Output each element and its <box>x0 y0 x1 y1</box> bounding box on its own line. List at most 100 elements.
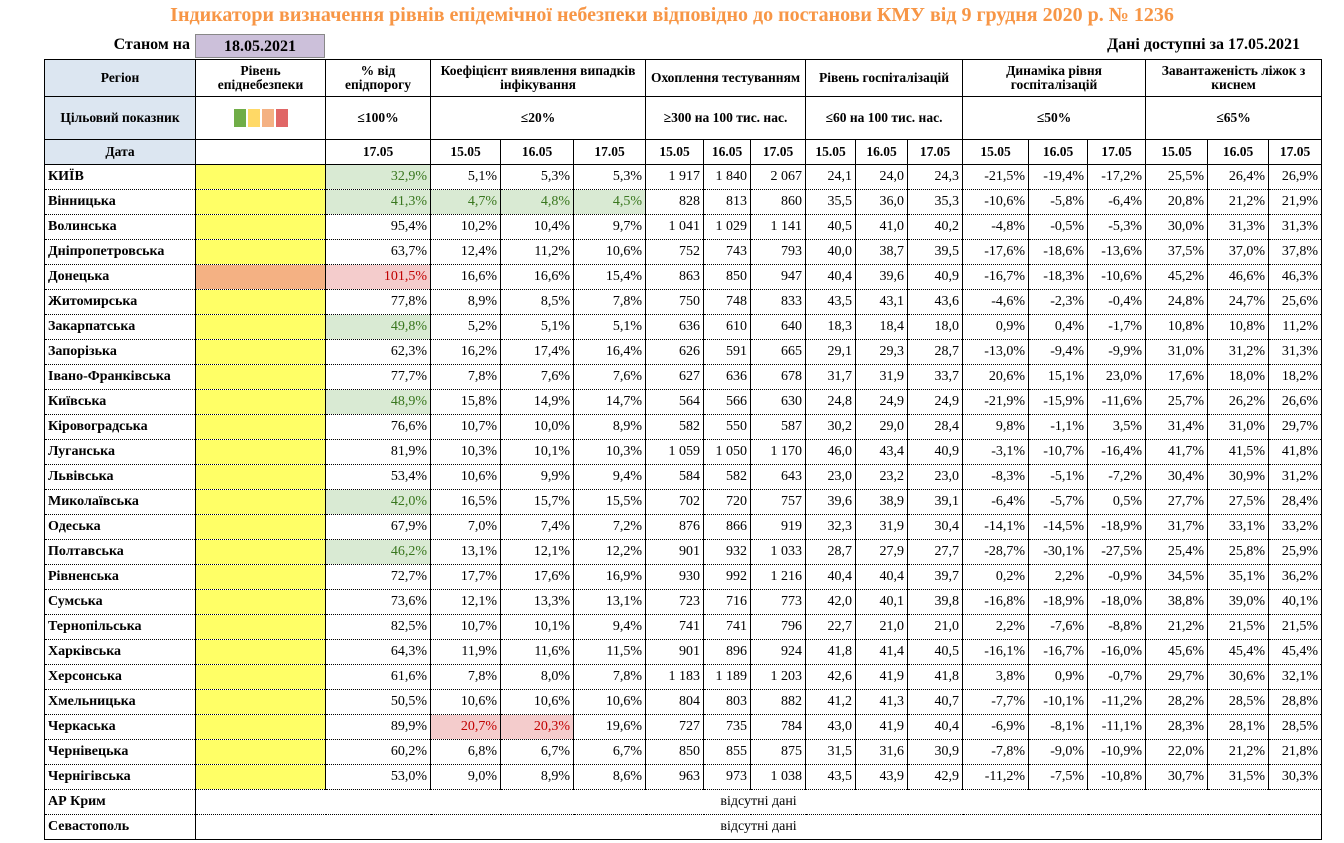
value: -5,7% <box>1028 489 1089 515</box>
value: 11,6% <box>500 639 574 665</box>
table-row: КИЇВ 32,9% 5,1% 5,3% 5,3% 1 917 1 840 2 067 24,1… <box>44 164 1323 190</box>
value: 28,7 <box>907 339 964 365</box>
value: -0,5% <box>1028 214 1089 240</box>
value: 10,8% <box>1145 314 1209 340</box>
value: 29,1 <box>805 339 857 365</box>
value: 11,5% <box>572 639 647 665</box>
value: 31,7% <box>1145 514 1209 540</box>
value: 42,0% <box>325 489 431 515</box>
table-row: Вінницька 41,3% 4,7% 4,8% 4,5% 828 813 860 35,5 3… <box>44 189 1323 215</box>
value: 850 <box>645 739 705 765</box>
value: 757 <box>750 489 807 515</box>
value: 7,6% <box>500 364 574 390</box>
level <box>195 339 326 365</box>
value: 1 059 <box>645 439 705 465</box>
value: 564 <box>645 389 705 415</box>
value: -28,7% <box>962 539 1030 565</box>
value: 17,6% <box>1145 364 1209 390</box>
value: 62,3% <box>325 339 431 365</box>
value: 45,2% <box>1145 264 1209 290</box>
value: 11,9% <box>430 639 501 665</box>
value: 947 <box>750 264 807 290</box>
value: -15,9% <box>1028 389 1089 415</box>
value: 31,5 <box>805 739 857 765</box>
value: 2,2% <box>962 614 1030 640</box>
value: 31,2% <box>1207 339 1270 365</box>
value: 665 <box>750 339 807 365</box>
indicator-table: Регіон Рівень епіднебезпеки% від епідпоро… <box>44 59 1323 840</box>
level-legend <box>195 96 326 140</box>
value: 41,3 <box>855 689 909 715</box>
value: 901 <box>645 539 705 565</box>
value: 973 <box>703 764 752 790</box>
value: 896 <box>703 639 752 665</box>
value: 40,5 <box>907 639 964 665</box>
value: 6,8% <box>430 739 501 765</box>
value: 930 <box>645 564 705 590</box>
value: 10,0% <box>500 414 574 440</box>
value: 41,8 <box>907 664 964 690</box>
value: 41,5% <box>1207 439 1270 465</box>
value: -6,4% <box>1087 189 1147 215</box>
value: -10,8% <box>1087 764 1147 790</box>
table-row: Тернопільська 82,5% 10,7% 10,1% 9,4% 741 741 79… <box>44 614 1323 640</box>
value: 16,6% <box>500 264 574 290</box>
value: 10,3% <box>572 439 647 465</box>
value: 23,0% <box>1087 364 1147 390</box>
value: 25,5% <box>1145 164 1209 190</box>
value: 39,5 <box>907 239 964 265</box>
table-row: Херсонська 61,6% 7,8% 8,0% 7,8% 1 183 1 189 1 2… <box>44 664 1323 690</box>
table-row: Регіон Рівень епіднебезпеки% від епідпоро… <box>44 59 1323 97</box>
value: 49,8% <box>325 314 431 340</box>
date: 16.05 <box>855 139 909 165</box>
region: Миколаївська <box>44 489 196 515</box>
table-row: Черкаська 89,9% 20,7% 20,3% 19,6% 727 735 784 43… <box>44 714 1323 740</box>
value: 20,3% <box>500 714 574 740</box>
value: 41,2 <box>805 689 857 715</box>
value: -0,7% <box>1087 664 1147 690</box>
value: -6,4% <box>962 489 1030 515</box>
value: 40,5 <box>805 214 857 240</box>
level-swatch <box>247 109 260 127</box>
value: 40,4 <box>907 714 964 740</box>
value: 31,5% <box>1207 764 1270 790</box>
value: 27,7% <box>1145 489 1209 515</box>
value: -17,2% <box>1087 164 1147 190</box>
value: 10,2% <box>430 214 501 240</box>
value: 18,0 <box>907 314 964 340</box>
value: 10,8% <box>1207 314 1270 340</box>
value: 1 038 <box>750 764 807 790</box>
value: 19,6% <box>572 714 647 740</box>
value: 24,3 <box>907 164 964 190</box>
value: 0,9% <box>1028 664 1089 690</box>
value: 43,1 <box>855 289 909 315</box>
region: Сумська <box>44 589 196 615</box>
value: 72,7% <box>325 564 431 590</box>
level <box>195 614 326 640</box>
value: -8,1% <box>1028 714 1089 740</box>
value: 27,9 <box>855 539 909 565</box>
value: 919 <box>750 514 807 540</box>
value: 0,4% <box>1028 314 1089 340</box>
value: 582 <box>703 464 752 490</box>
value: 643 <box>750 464 807 490</box>
value: -5,8% <box>1028 189 1089 215</box>
level <box>195 539 326 565</box>
value: 10,6% <box>430 464 501 490</box>
region: Івано-Франківська <box>44 364 196 390</box>
value: -16,8% <box>962 589 1030 615</box>
region: Хмельницька <box>44 689 196 715</box>
value: 25,9% <box>1268 539 1323 565</box>
value: 29,0 <box>855 414 909 440</box>
value: 15,8% <box>430 389 501 415</box>
value: 32,9% <box>325 164 431 190</box>
value: 18,0% <box>1207 364 1270 390</box>
value: 15,1% <box>1028 364 1089 390</box>
value: 793 <box>750 239 807 265</box>
value: 13,1% <box>430 539 501 565</box>
region: Тернопільська <box>44 614 196 640</box>
value: 21,2% <box>1145 614 1209 640</box>
value: 5,1% <box>572 314 647 340</box>
value: 42,6 <box>805 664 857 690</box>
